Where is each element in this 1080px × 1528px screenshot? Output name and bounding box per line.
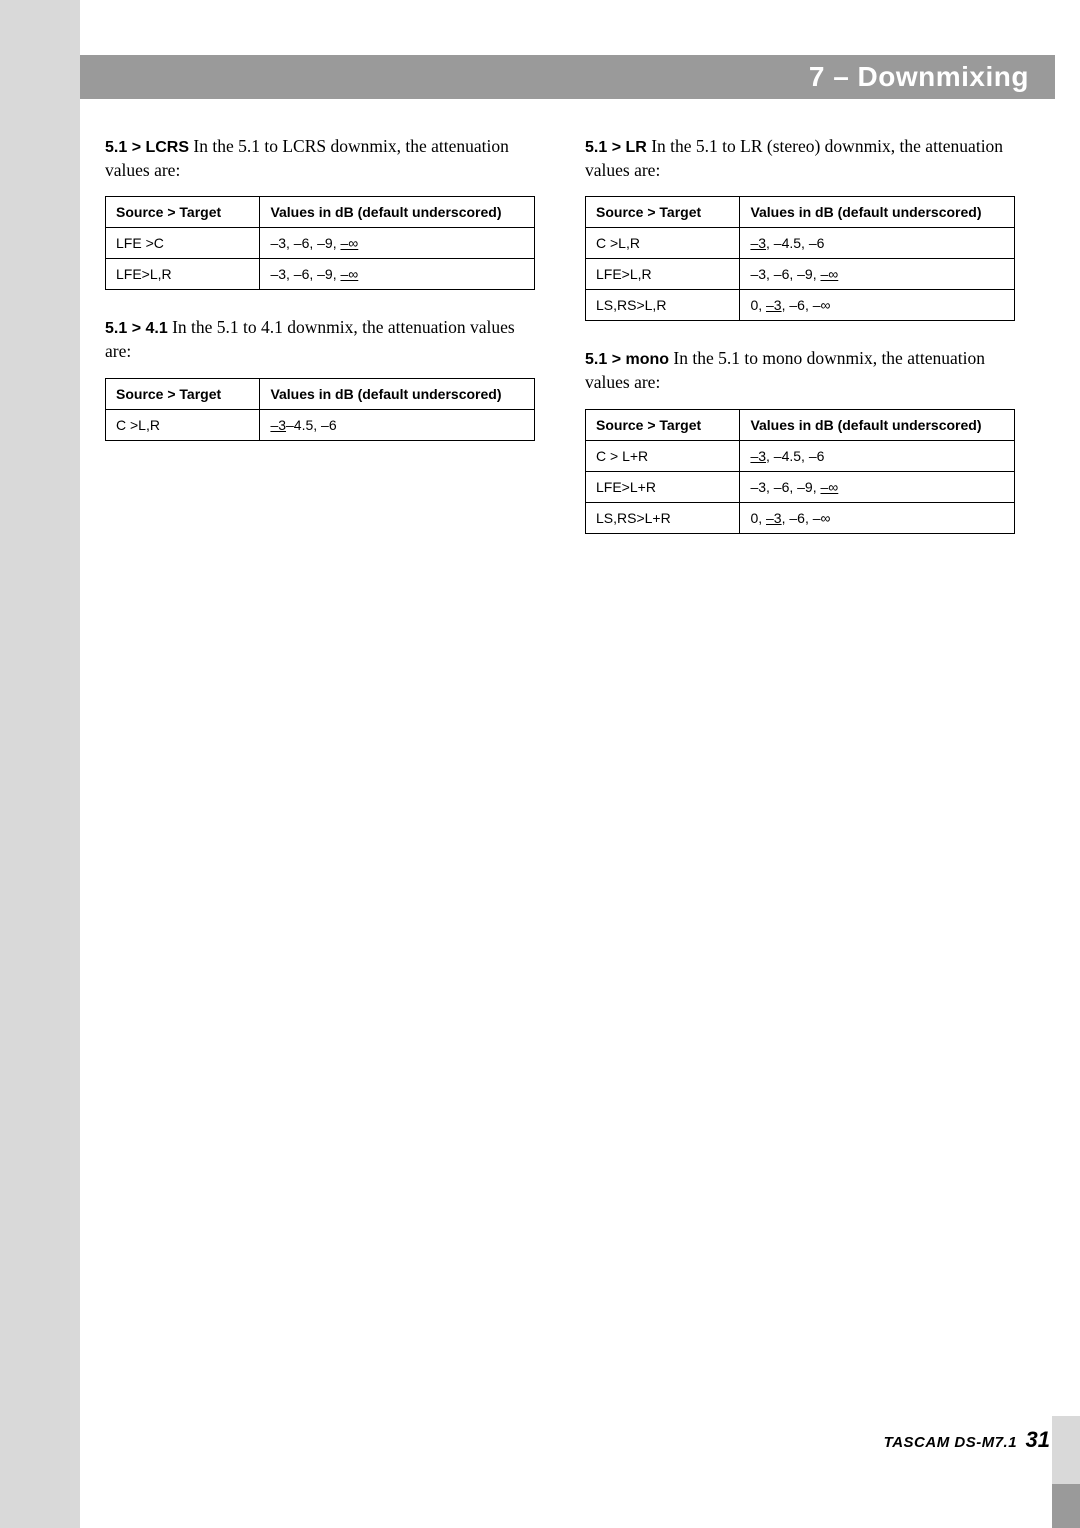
chapter-title: 7 – Downmixing [809,61,1029,93]
footer-brand: TASCAM DS-M7.1 [884,1434,1017,1451]
table-row: LFE>L+R–3, –6, –9, –∞ [586,471,1015,502]
table-row: C > L+R–3, –4.5, –6 [586,440,1015,471]
cell-source-target: LFE >C [106,228,260,259]
section-intro: 5.1 > mono In the 5.1 to mono downmix, t… [585,347,1015,394]
col-source-target: Source > Target [106,197,260,228]
value-text: , –4.5, –6 [766,235,824,251]
cell-values: –3–4.5, –6 [260,409,535,440]
left-gutter [0,0,80,1528]
table-row: C >L,R–3, –4.5, –6 [586,228,1015,259]
left-column: 5.1 > LCRS In the 5.1 to LCRS downmix, t… [105,135,535,560]
col-values: Values in dB (default underscored) [740,197,1015,228]
value-text: , –4.5, –6 [766,448,824,464]
default-value: –∞ [821,266,839,282]
section-intro: 5.1 > 4.1 In the 5.1 to 4.1 downmix, the… [105,316,535,363]
cell-source-target: LFE>L,R [586,259,740,290]
table-row: LFE >C–3, –6, –9, –∞ [106,228,535,259]
cell-source-target: LFE>L+R [586,471,740,502]
attenuation-table: Source > TargetValues in dB (default und… [105,196,535,290]
cell-source-target: LFE>L,R [106,259,260,290]
value-text: , –6, –∞ [782,510,831,526]
section-lead: 5.1 > 4.1 [105,320,168,337]
value-text: –3, –6, –9, [750,266,820,282]
value-text: –4.5, –6 [286,417,337,433]
col-source-target: Source > Target [586,197,740,228]
attenuation-table: Source > TargetValues in dB (default und… [585,409,1015,534]
cell-source-target: C > L+R [586,440,740,471]
cell-source-target: C >L,R [106,409,260,440]
page-footer: TASCAM DS-M7.1 31 [884,1427,1050,1453]
section-intro: 5.1 > LR In the 5.1 to LR (stereo) downm… [585,135,1015,182]
cell-values: –3, –6, –9, –∞ [260,228,535,259]
value-text: –3, –6, –9, [270,235,340,251]
section-lead: 5.1 > mono [585,351,669,368]
section: 5.1 > LCRS In the 5.1 to LCRS downmix, t… [105,135,535,290]
cell-values: 0, –3, –6, –∞ [740,290,1015,321]
cell-values: –3, –6, –9, –∞ [740,259,1015,290]
col-values: Values in dB (default underscored) [260,197,535,228]
table-header-row: Source > TargetValues in dB (default und… [106,378,535,409]
table-header-row: Source > TargetValues in dB (default und… [586,409,1015,440]
cell-values: –3, –6, –9, –∞ [260,259,535,290]
cell-source-target: C >L,R [586,228,740,259]
default-value: –∞ [821,479,839,495]
section-lead: 5.1 > LR [585,139,647,156]
right-tab-dark [1052,1484,1080,1528]
table-row: LFE>L,R–3, –6, –9, –∞ [586,259,1015,290]
cell-source-target: LS,RS>L+R [586,502,740,533]
cell-source-target: LS,RS>L,R [586,290,740,321]
section: 5.1 > 4.1 In the 5.1 to 4.1 downmix, the… [105,316,535,440]
content-area: 5.1 > LCRS In the 5.1 to LCRS downmix, t… [80,135,1055,560]
col-source-target: Source > Target [586,409,740,440]
right-column: 5.1 > LR In the 5.1 to LR (stereo) downm… [585,135,1015,560]
section: 5.1 > mono In the 5.1 to mono downmix, t… [585,347,1015,533]
default-value: –3 [766,297,782,313]
attenuation-table: Source > TargetValues in dB (default und… [105,378,535,441]
footer-page-number: 31 [1026,1427,1050,1452]
table-row: C >L,R –3–4.5, –6 [106,409,535,440]
value-text: 0, [750,510,766,526]
section: 5.1 > LR In the 5.1 to LR (stereo) downm… [585,135,1015,321]
chapter-header-band: 7 – Downmixing [80,55,1055,99]
col-values: Values in dB (default underscored) [740,409,1015,440]
value-text: , –6, –∞ [782,297,831,313]
table-header-row: Source > TargetValues in dB (default und… [586,197,1015,228]
table-row: LS,RS>L+R0, –3, –6, –∞ [586,502,1015,533]
section-lead: 5.1 > LCRS [105,139,189,156]
table-row: LS,RS>L,R0, –3, –6, –∞ [586,290,1015,321]
section-intro-text: In the 5.1 to LR (stereo) downmix, the a… [585,136,1003,180]
default-value: –3 [750,235,766,251]
cell-values: –3, –4.5, –6 [740,228,1015,259]
default-value: –∞ [341,266,359,282]
table-row: LFE>L,R–3, –6, –9, –∞ [106,259,535,290]
table-header-row: Source > TargetValues in dB (default und… [106,197,535,228]
default-value: –3 [766,510,782,526]
section-intro: 5.1 > LCRS In the 5.1 to LCRS downmix, t… [105,135,535,182]
cell-values: 0, –3, –6, –∞ [740,502,1015,533]
value-text: –3, –6, –9, [750,479,820,495]
col-values: Values in dB (default underscored) [260,378,535,409]
default-value: –3 [270,417,286,433]
default-value: –∞ [341,235,359,251]
cell-values: –3, –6, –9, –∞ [740,471,1015,502]
value-text: –3, –6, –9, [270,266,340,282]
col-source-target: Source > Target [106,378,260,409]
value-text: 0, [750,297,766,313]
cell-values: –3, –4.5, –6 [740,440,1015,471]
attenuation-table: Source > TargetValues in dB (default und… [585,196,1015,321]
default-value: –3 [750,448,766,464]
